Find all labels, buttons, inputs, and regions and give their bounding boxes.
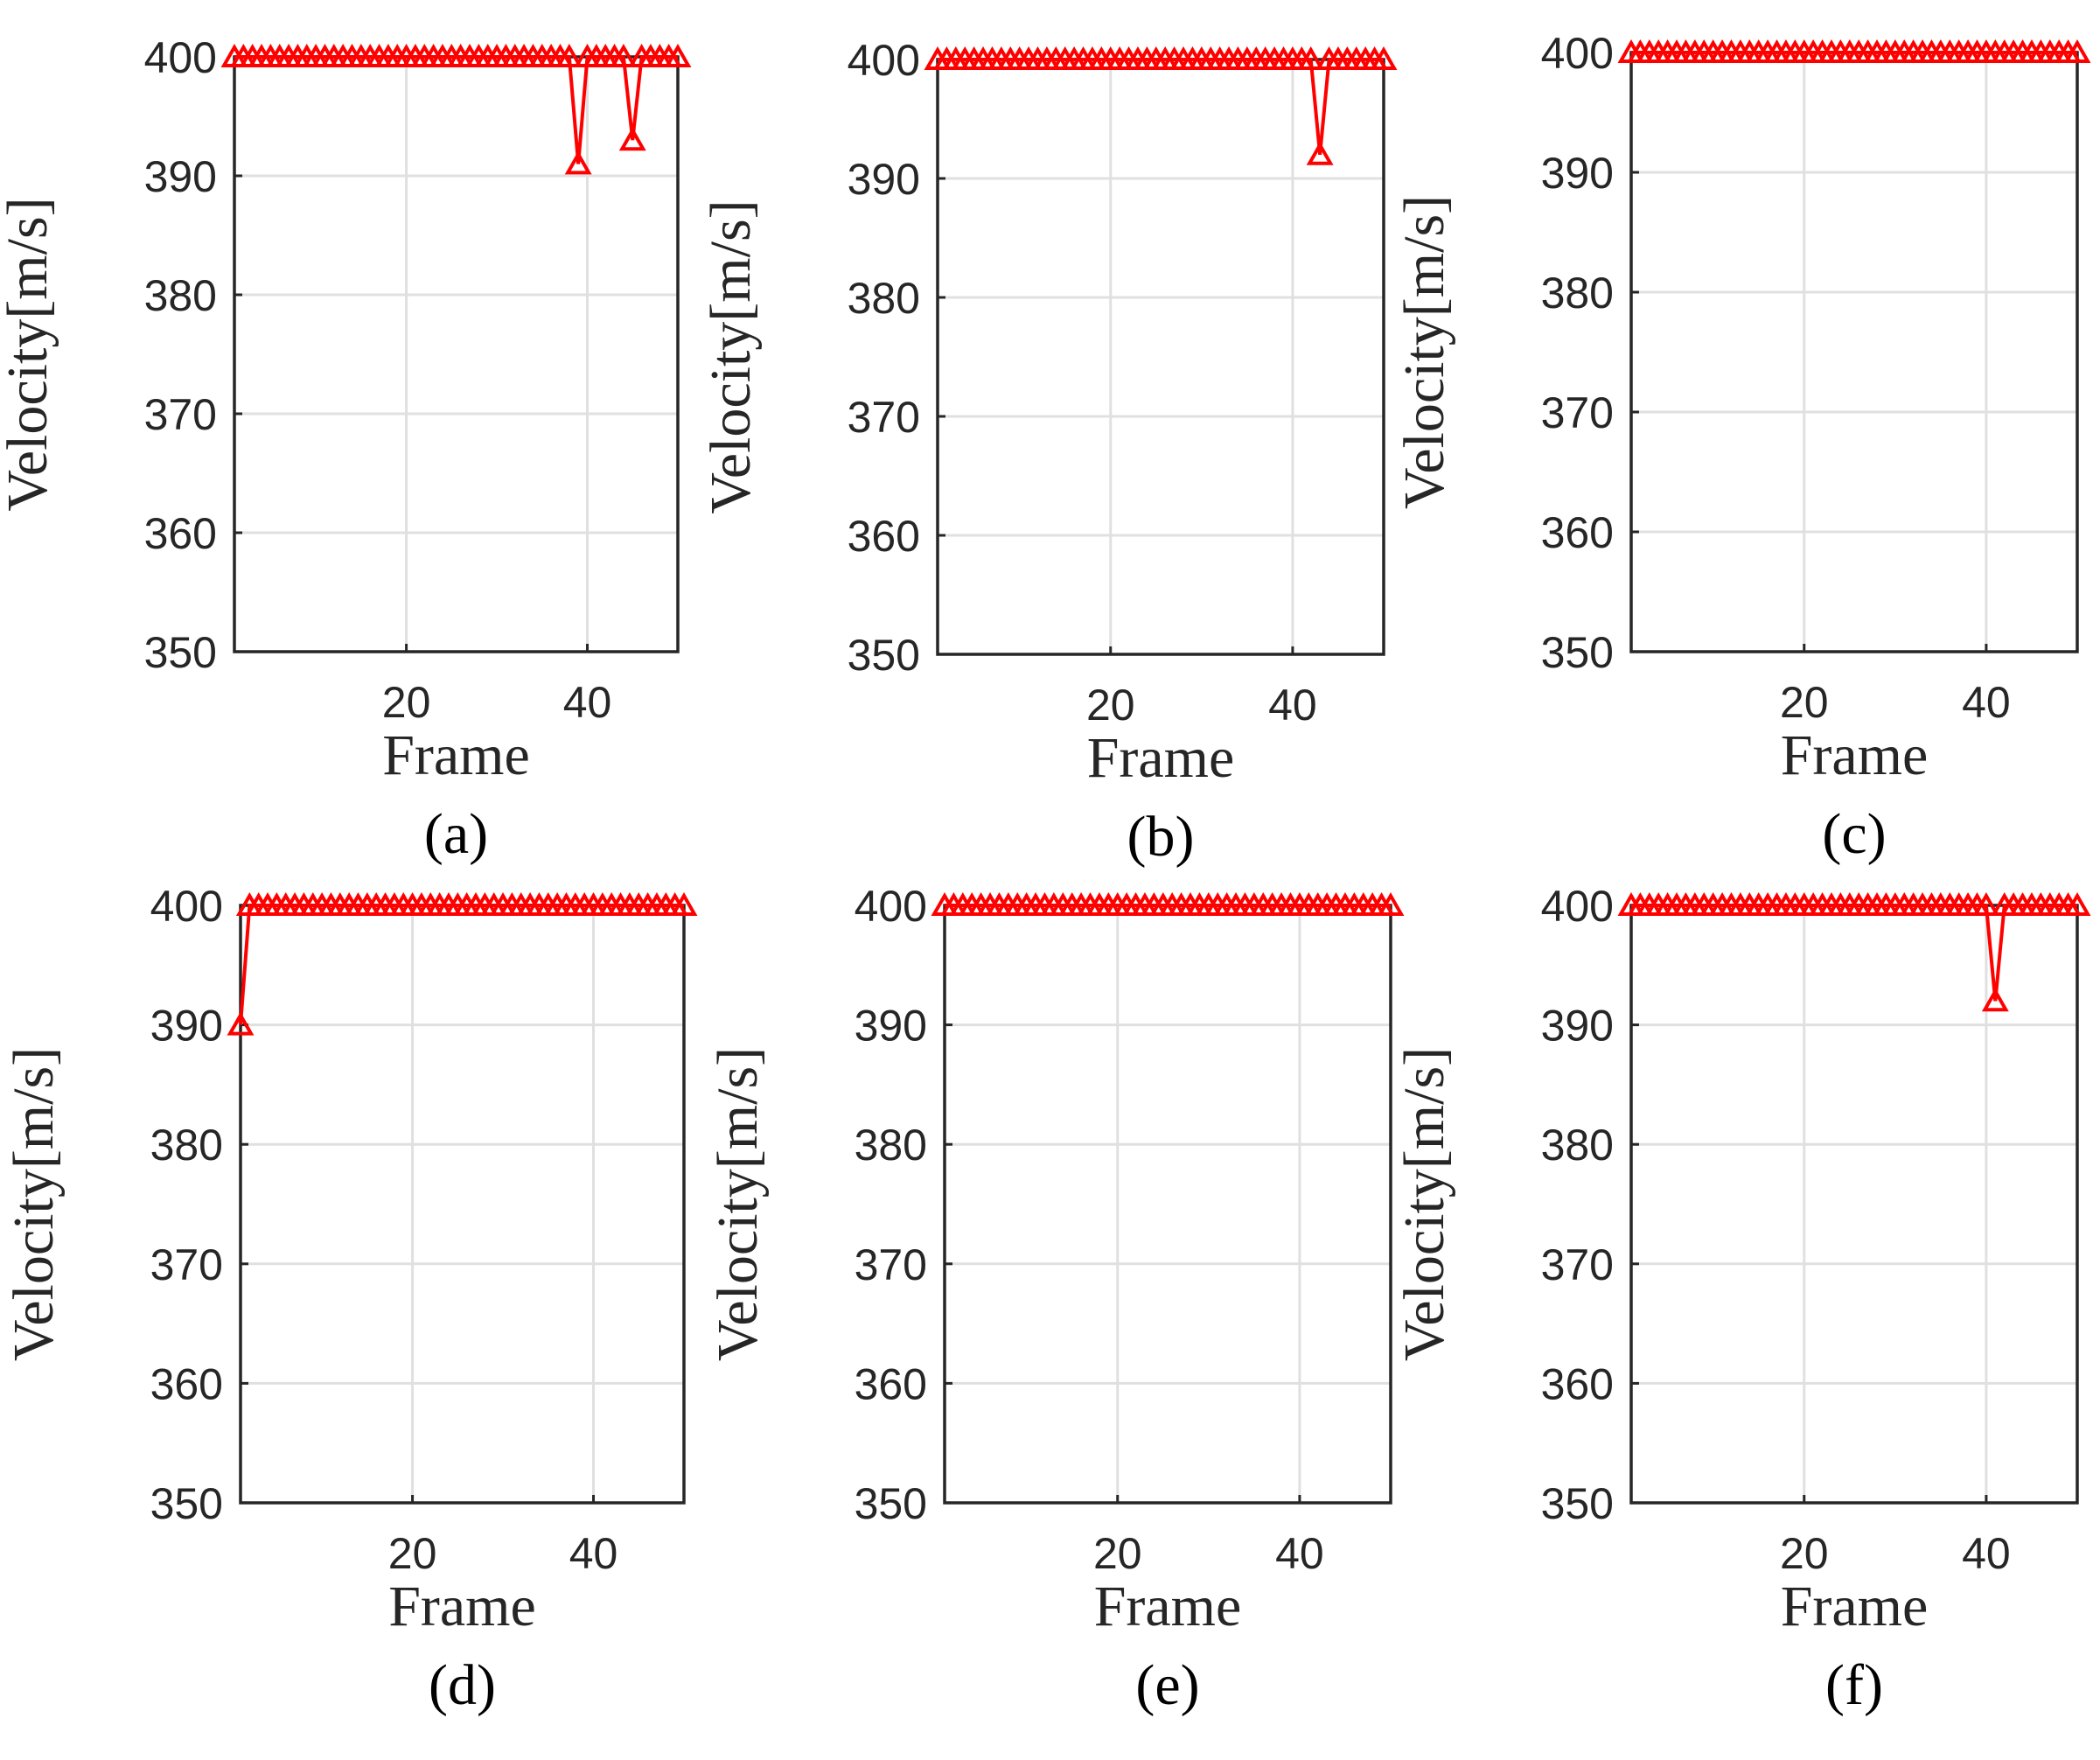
panel-label: (a) [424,802,488,866]
y-axis-label: Velocity[m/s] [1392,195,1456,509]
y-tick-label: 400 [150,882,223,931]
data-point-marker [1981,988,2009,1012]
y-axis-label: Velocity[m/s] [1392,1047,1456,1361]
x-tick-label: 40 [1275,1529,1324,1578]
x-tick-label: 40 [1268,681,1317,730]
x-axis-label: Frame [1087,726,1235,790]
y-axis-label: Velocity[m/s] [2,1047,66,1361]
y-tick-label: 380 [848,274,920,323]
x-tick-label: 40 [569,1529,618,1578]
x-axis-label: Frame [1781,1575,1929,1638]
y-tick-label: 350 [1541,628,1614,677]
y-axis-label: Velocity[m/s] [0,197,59,511]
y-tick-label: 390 [1541,149,1614,198]
y-tick-label: 400 [1541,29,1614,78]
y-tick-label: 360 [150,1359,223,1408]
panel-label: (b) [1127,805,1195,869]
y-tick-label: 400 [855,882,927,931]
y-tick-label: 380 [1541,1121,1614,1170]
y-tick-label: 350 [848,631,920,680]
y-tick-label: 390 [1541,1002,1614,1051]
y-tick-label: 370 [1541,1240,1614,1289]
y-tick-label: 350 [144,628,217,677]
data-point-marker [564,150,592,175]
y-tick-label: 380 [150,1121,223,1170]
x-tick-label: 40 [563,678,612,727]
y-tick-label: 360 [1541,508,1614,557]
y-tick-label: 360 [855,1359,927,1408]
data-point-marker [1297,45,1325,70]
data-point-marker [1306,141,1334,165]
y-axis-label: Velocity[m/s] [706,1047,770,1361]
data-point-marker [1972,891,2000,916]
data-point-marker [227,1011,255,1036]
y-tick-label: 370 [144,390,217,439]
chart-panel-f: 350 360 370 380 390 400 20 40 Frame Velocity[m/s]… [1392,882,2091,1717]
y-axis-label: Velocity[m/s] [699,199,763,513]
y-tick-label: 370 [1541,388,1614,437]
panel-label: (e) [1135,1653,1199,1717]
plot-area [234,57,678,652]
y-tick-label: 350 [1541,1479,1614,1528]
x-axis-label: Frame [1094,1575,1242,1638]
x-tick-label: 20 [1780,1529,1829,1578]
data-point-marker [610,43,638,67]
x-tick-label: 20 [1086,681,1135,730]
y-tick-label: 390 [848,155,920,204]
x-axis-label: Frame [1781,723,1929,787]
y-tick-label: 380 [144,271,217,320]
chart-panel-b: 350 360 370 380 390 400 20 40 Frame Velocity[m/s]… [699,36,1398,869]
data-point-marker [1377,891,1405,916]
panel-label: (f) [1825,1653,1883,1717]
x-axis-label: Frame [388,1575,536,1638]
y-tick-label: 380 [855,1121,927,1170]
y-tick-label: 360 [144,509,217,558]
y-tick-label: 350 [150,1479,223,1528]
chart-panel-c: 350 360 370 380 390 400 20 40 Frame Velocity[m/s]… [1392,29,2091,866]
y-tick-label: 390 [855,1002,927,1051]
y-tick-label: 390 [144,152,217,201]
x-tick-label: 40 [1962,678,2011,727]
y-tick-label: 400 [848,36,920,85]
x-tick-label: 20 [1093,1529,1142,1578]
y-tick-label: 370 [855,1240,927,1289]
y-tick-label: 360 [1541,1359,1614,1408]
panel-label: (d) [429,1653,496,1717]
x-tick-label: 20 [382,678,431,727]
plot-area [1631,905,2077,1503]
y-tick-label: 360 [848,512,920,561]
data-point-marker [670,891,698,916]
plot-area [938,59,1384,654]
chart-panel-a: 350 360 370 380 390 400 20 40 Frame Velocity[m/s]… [0,33,692,866]
data-point-marker [1370,45,1398,70]
data-point-marker [618,127,646,151]
data-point-marker [2063,38,2091,63]
chart-panel-d: 350 360 370 380 390 400 20 40 Frame Velocity[m/s]… [2,882,698,1717]
x-axis-label: Frame [382,723,530,787]
plot-area [241,905,684,1503]
plot-area [945,905,1391,1503]
panel-label: (c) [1822,802,1886,866]
x-tick-label: 20 [388,1529,437,1578]
y-tick-label: 400 [144,33,217,82]
data-point-marker [555,43,583,67]
y-tick-label: 390 [150,1002,223,1051]
y-tick-label: 370 [848,393,920,442]
y-tick-label: 350 [855,1479,927,1528]
x-tick-label: 20 [1780,678,1829,727]
chart-panel-e: 350 360 370 380 390 400 20 40 Frame Velocity[m/s]… [706,882,1405,1717]
data-point-marker [664,43,692,67]
y-tick-label: 400 [1541,882,1614,931]
data-point-marker [2063,891,2091,916]
y-tick-label: 370 [150,1240,223,1289]
plot-area [1631,52,2077,652]
y-tick-label: 380 [1541,269,1614,318]
x-tick-label: 40 [1962,1529,2011,1578]
